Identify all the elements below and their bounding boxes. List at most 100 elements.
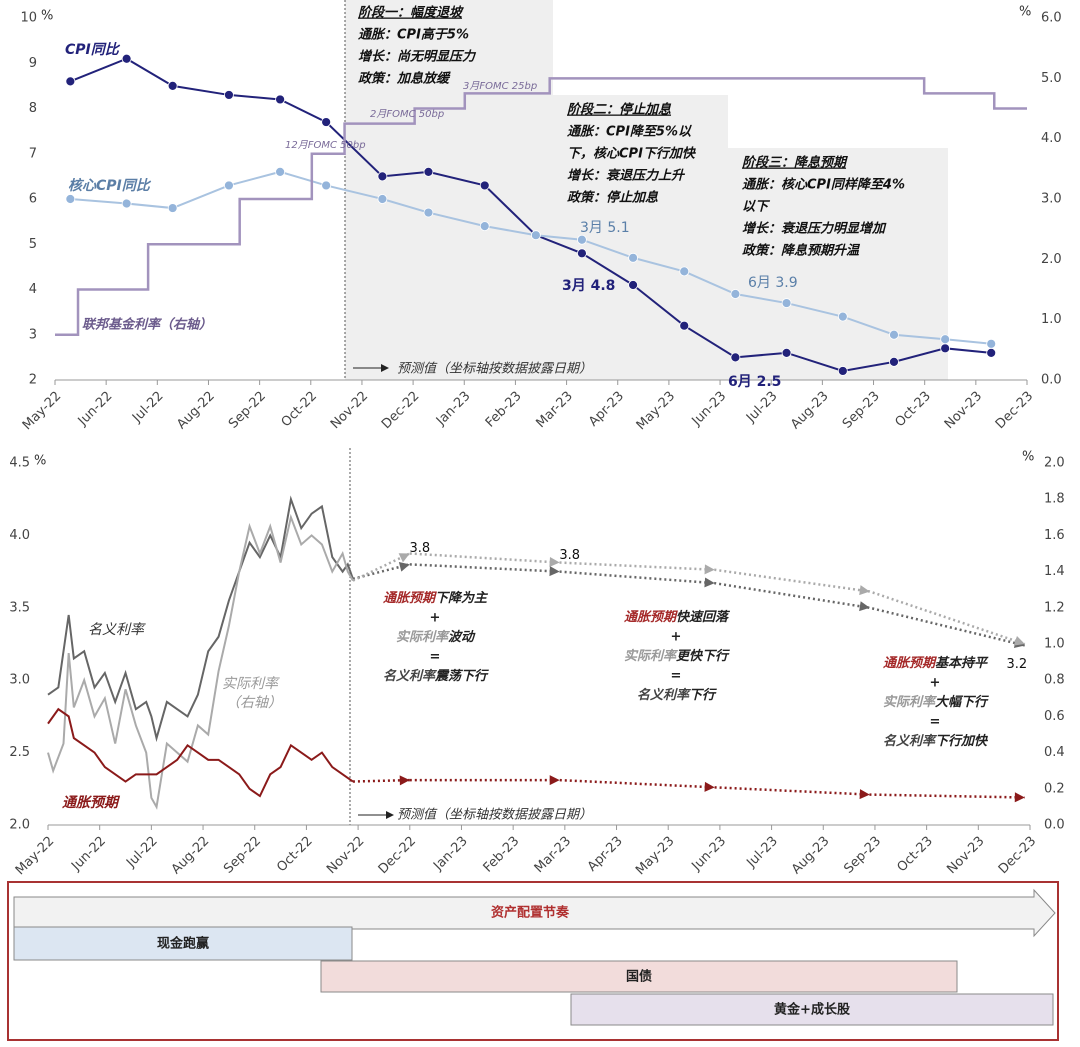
y2-unit: % bbox=[1022, 450, 1034, 465]
stage-text: 通胀：CPI高于5% bbox=[358, 27, 469, 43]
y2-tick-label: 1.6 bbox=[1044, 528, 1065, 543]
marker bbox=[837, 366, 848, 376]
marker bbox=[940, 334, 951, 345]
marker bbox=[121, 53, 132, 64]
forecast-arrow-marker bbox=[549, 566, 560, 577]
forecast-arrow-marker bbox=[859, 789, 870, 800]
y2-tick-label: 3.0 bbox=[1041, 192, 1062, 207]
stage-text: 下，核心CPI下行加快 bbox=[567, 146, 697, 162]
marker bbox=[730, 352, 741, 363]
explanation-segment: 实际利率 bbox=[396, 629, 451, 645]
explanation-segment: = bbox=[430, 649, 441, 664]
allocation-bar bbox=[570, 993, 1054, 1026]
stage-text: 增长：衰退压力明显增加 bbox=[742, 221, 887, 237]
marker bbox=[224, 180, 234, 191]
explanation-line: 名义利率震荡下行 bbox=[383, 668, 489, 684]
forecast-arrow-marker bbox=[704, 577, 715, 588]
y-unit: % bbox=[41, 9, 53, 24]
annotation: CPI同比 bbox=[65, 42, 121, 58]
forecast-line bbox=[409, 563, 1026, 647]
marker bbox=[479, 221, 490, 232]
marker bbox=[530, 230, 541, 241]
y-tick-label: 10 bbox=[20, 11, 37, 26]
marker bbox=[628, 280, 638, 290]
marker bbox=[275, 94, 285, 105]
stage-title: 阶段一：幅度退坡 bbox=[358, 5, 465, 21]
stage-text: 政策：降息预期升温 bbox=[742, 243, 861, 259]
annotation: 3月FOMC 25bp bbox=[463, 81, 537, 92]
allocation-label: 现金跑赢 bbox=[157, 936, 209, 952]
explanation-segment: 波动 bbox=[448, 629, 476, 645]
explanation-segment: 名义利率 bbox=[637, 687, 692, 703]
x-tick-label: Dec-23 bbox=[993, 389, 1036, 432]
marker bbox=[377, 194, 388, 204]
allocation-frame bbox=[7, 881, 1059, 1041]
x-tick-label: Jul-22 bbox=[123, 834, 160, 871]
stage-text: 通胀：核心CPI同样降至4% bbox=[742, 177, 905, 193]
y2-unit: % bbox=[1019, 5, 1031, 20]
y-tick-label: 9 bbox=[29, 56, 37, 71]
forecast-arrow-head bbox=[381, 364, 389, 372]
y-tick-label: 7 bbox=[29, 146, 37, 161]
marker bbox=[889, 329, 899, 340]
x-tick-label: Jun-22 bbox=[75, 389, 116, 430]
x-tick-label: May-23 bbox=[633, 834, 677, 878]
stage-title: 阶段三：降息预期 bbox=[742, 155, 848, 171]
x-tick-label: Feb-23 bbox=[481, 834, 523, 876]
marker bbox=[577, 234, 587, 245]
forecast-arrow-marker bbox=[859, 585, 870, 596]
marker bbox=[479, 180, 490, 191]
explanation-line: = bbox=[930, 714, 941, 729]
y2-tick-label: 1.0 bbox=[1044, 637, 1065, 652]
x-tick-label: Jul-22 bbox=[129, 389, 166, 426]
marker bbox=[167, 80, 178, 91]
marker bbox=[940, 343, 951, 354]
line bbox=[47, 513, 354, 810]
x-tick-label: Oct-23 bbox=[894, 834, 936, 876]
stage-text: 通胀：CPI降至5%以 bbox=[567, 124, 692, 140]
explanation-segment: 大幅下行 bbox=[935, 694, 989, 710]
y-tick-label: 4.5 bbox=[9, 456, 30, 471]
explanation-line: 通胀预期基本持平 bbox=[883, 655, 989, 671]
explanation-segment: + bbox=[671, 629, 682, 644]
stage-text: 政策：停止加息 bbox=[567, 190, 659, 206]
marker bbox=[781, 347, 792, 358]
forecast-arrow-marker bbox=[399, 775, 410, 786]
forecast-arrow-marker bbox=[398, 553, 410, 563]
stage-text: 政策：加息放缓 bbox=[358, 71, 451, 87]
step-line bbox=[55, 77, 1027, 336]
marker bbox=[679, 266, 690, 277]
annotation: 预测值（坐标轴按数据披露日期） bbox=[397, 807, 592, 823]
y-tick-label: 5 bbox=[29, 237, 37, 252]
y2-tick-label: 4.0 bbox=[1041, 131, 1062, 146]
annotation: 6月 3.9 bbox=[748, 275, 798, 291]
annotation: 联邦基金利率（右轴） bbox=[82, 317, 212, 333]
forecast-arrow-marker bbox=[704, 564, 715, 575]
annotation: 核心CPI同比 bbox=[68, 177, 152, 194]
x-tick-label: Oct-23 bbox=[892, 389, 934, 431]
marker bbox=[321, 180, 332, 191]
line bbox=[47, 495, 354, 743]
x-tick-label: Sep-22 bbox=[226, 389, 269, 432]
explanation-segment: 下行 bbox=[689, 687, 717, 703]
marker bbox=[224, 90, 234, 100]
annotation: 3月 5.1 bbox=[580, 220, 630, 236]
x-tick-label: Jan-23 bbox=[430, 834, 471, 875]
y2-tick-label: 0.0 bbox=[1044, 818, 1065, 833]
forecast-arrow-marker bbox=[549, 775, 560, 786]
explanation-segment: 更快下行 bbox=[676, 648, 730, 664]
x-tick-label: Apr-23 bbox=[586, 389, 627, 430]
explanation-line: 名义利率下行 bbox=[637, 687, 717, 703]
x-tick-label: Dec-22 bbox=[379, 389, 422, 432]
explanation-line: 实际利率波动 bbox=[396, 629, 476, 645]
marker bbox=[577, 248, 587, 259]
forecast-arrow-marker bbox=[1014, 792, 1025, 803]
annotation: 3月 4.8 bbox=[562, 278, 615, 294]
explanation-segment: + bbox=[430, 610, 441, 625]
x-tick-label: Oct-22 bbox=[279, 389, 321, 431]
y-tick-label: 4 bbox=[29, 282, 37, 297]
x-tick-label: Nov-23 bbox=[944, 834, 987, 877]
x-tick-label: Dec-23 bbox=[996, 834, 1039, 877]
explanation-segment: 下行加快 bbox=[935, 733, 989, 749]
